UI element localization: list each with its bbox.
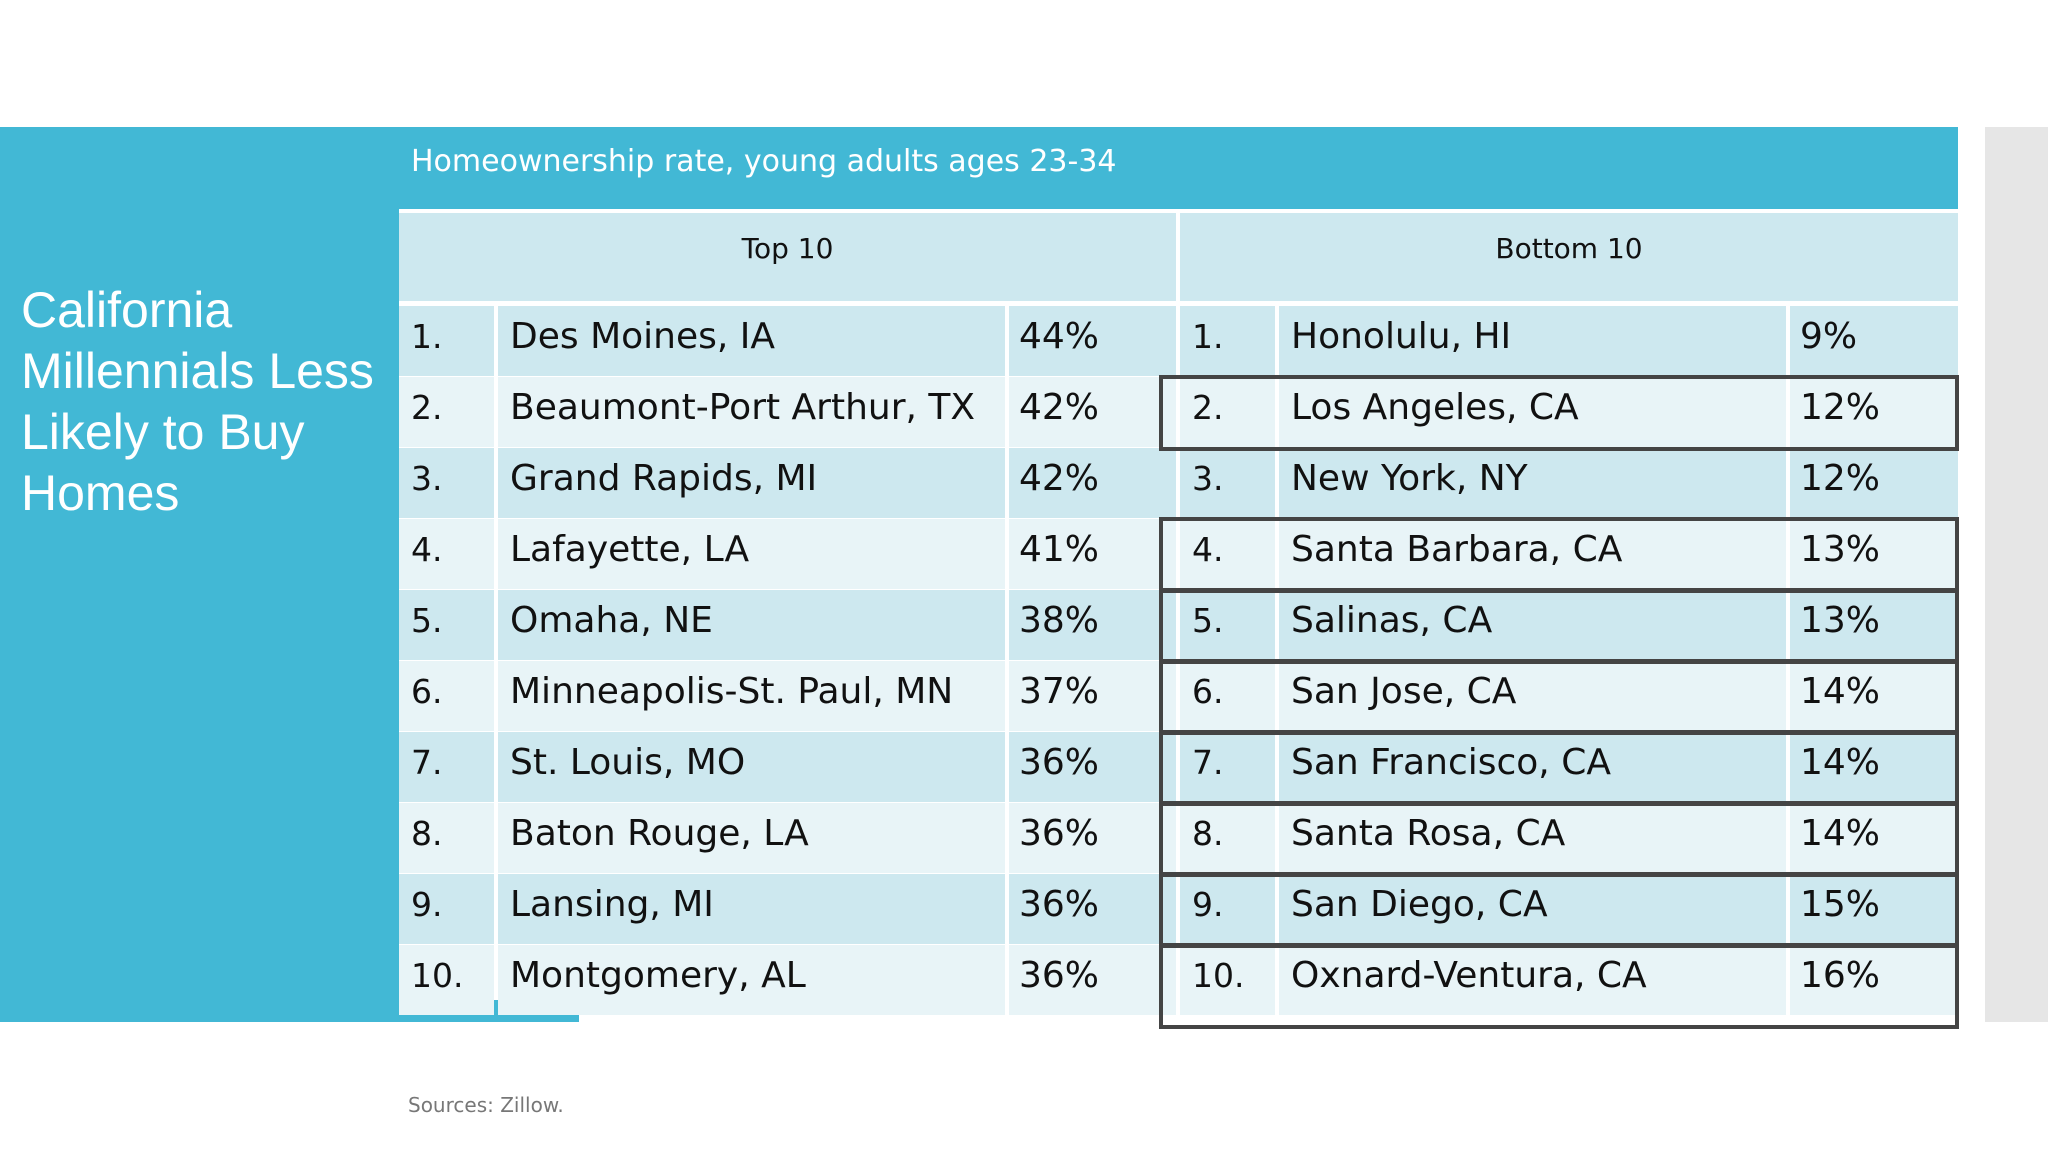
bottom-city-cell: Santa Rosa, CA bbox=[1279, 803, 1786, 873]
top-city-cell: St. Louis, MO bbox=[498, 732, 1005, 802]
top-rank-cell: 10. bbox=[399, 945, 494, 1015]
top-city-cell: Omaha, NE bbox=[498, 590, 1005, 660]
bottom-percent-cell: 12% bbox=[1790, 377, 1958, 447]
bottom-rank-cell: 3. bbox=[1180, 448, 1275, 518]
table-row: 1. Des Moines, IA 44% 1. Honolulu, HI 9% bbox=[399, 306, 1958, 376]
top-percent-cell: 36% bbox=[1009, 803, 1176, 873]
top-city-cell: Lansing, MI bbox=[498, 874, 1005, 944]
top-rank-cell: 1. bbox=[399, 306, 494, 376]
bottom-percent-cell: 13% bbox=[1790, 519, 1958, 589]
bottom-city-cell: New York, NY bbox=[1279, 448, 1786, 518]
bottom-city-cell: Salinas, CA bbox=[1279, 590, 1786, 660]
table-row: 8. Baton Rouge, LA 36% 8. Santa Rosa, CA 14% bbox=[399, 803, 1958, 873]
top-city-cell: Lafayette, LA bbox=[498, 519, 1005, 589]
top-rank-cell: 3. bbox=[399, 448, 494, 518]
bottom-rank-cell: 1. bbox=[1180, 306, 1275, 376]
top-city-cell: Montgomery, AL bbox=[498, 945, 1005, 1015]
top-percent-cell: 42% bbox=[1009, 448, 1176, 518]
table-row: 9. Lansing, MI 36% 9. San Diego, CA 15% bbox=[399, 874, 1958, 944]
top-city-cell: Baton Rouge, LA bbox=[498, 803, 1005, 873]
top-rank-cell: 5. bbox=[399, 590, 494, 660]
top-city-cell: Beaumont-Port Arthur, TX bbox=[498, 377, 1005, 447]
sources-note: Sources: Zillow. bbox=[408, 1093, 564, 1117]
bottom-rank-cell: 9. bbox=[1180, 874, 1275, 944]
top-city-cell: Grand Rapids, MI bbox=[498, 448, 1005, 518]
bottom-city-cell: Santa Barbara, CA bbox=[1279, 519, 1786, 589]
bottom-rank-cell: 4. bbox=[1180, 519, 1275, 589]
table-row: 4. Lafayette, LA 41% 4. Santa Barbara, CA 13% bbox=[399, 519, 1958, 589]
top-percent-cell: 36% bbox=[1009, 945, 1176, 1015]
table-row: 5. Omaha, NE 38% 5. Salinas, CA 13% bbox=[399, 590, 1958, 660]
bottom-10-header: Bottom 10 bbox=[1180, 213, 1958, 301]
bottom-percent-cell: 16% bbox=[1790, 945, 1958, 1015]
bottom-percent-cell: 9% bbox=[1790, 306, 1958, 376]
table-caption: Homeownership rate, young adults ages 23… bbox=[399, 127, 1958, 209]
top-rank-cell: 8. bbox=[399, 803, 494, 873]
table-row: 7. St. Louis, MO 36% 7. San Francisco, CA 14% bbox=[399, 732, 1958, 802]
bottom-rank-cell: 2. bbox=[1180, 377, 1275, 447]
table-row: 6. Minneapolis-St. Paul, MN 37% 6. San Jose,… bbox=[399, 661, 1958, 731]
top-percent-cell: 37% bbox=[1009, 661, 1176, 731]
table-row: 2. Beaumont-Port Arthur, TX 42% 2. Los Angel… bbox=[399, 377, 1958, 447]
top-rank-cell: 6. bbox=[399, 661, 494, 731]
bottom-percent-cell: 12% bbox=[1790, 448, 1958, 518]
title-panel bbox=[0, 127, 399, 1022]
top-rank-cell: 4. bbox=[399, 519, 494, 589]
right-edge-strip bbox=[1985, 127, 2048, 1022]
top-rank-cell: 7. bbox=[399, 732, 494, 802]
bottom-rank-cell: 7. bbox=[1180, 732, 1275, 802]
top-percent-cell: 41% bbox=[1009, 519, 1176, 589]
bottom-percent-cell: 14% bbox=[1790, 803, 1958, 873]
bottom-city-cell: Los Angeles, CA bbox=[1279, 377, 1786, 447]
bottom-rank-cell: 5. bbox=[1180, 590, 1275, 660]
table-header-row: Top 10 Bottom 10 bbox=[399, 213, 1958, 301]
top-percent-cell: 44% bbox=[1009, 306, 1176, 376]
top-percent-cell: 36% bbox=[1009, 874, 1176, 944]
bottom-rank-cell: 10. bbox=[1180, 945, 1275, 1015]
bottom-city-cell: San Jose, CA bbox=[1279, 661, 1786, 731]
top-percent-cell: 42% bbox=[1009, 377, 1176, 447]
top-rank-cell: 2. bbox=[399, 377, 494, 447]
table-row: 3. Grand Rapids, MI 42% 3. New York, NY 12% bbox=[399, 448, 1958, 518]
bottom-percent-cell: 14% bbox=[1790, 661, 1958, 731]
top-city-cell: Minneapolis-St. Paul, MN bbox=[498, 661, 1005, 731]
top-percent-cell: 38% bbox=[1009, 590, 1176, 660]
top-city-cell: Des Moines, IA bbox=[498, 306, 1005, 376]
bottom-percent-cell: 15% bbox=[1790, 874, 1958, 944]
slide-title: California Millennials Less Likely to Bu… bbox=[21, 282, 374, 521]
top-10-header: Top 10 bbox=[399, 213, 1176, 301]
bottom-rank-cell: 6. bbox=[1180, 661, 1275, 731]
bottom-city-cell: San Francisco, CA bbox=[1279, 732, 1786, 802]
bottom-city-cell: Honolulu, HI bbox=[1279, 306, 1786, 376]
bottom-rank-cell: 8. bbox=[1180, 803, 1275, 873]
bottom-percent-cell: 14% bbox=[1790, 732, 1958, 802]
bottom-city-cell: Oxnard-Ventura, CA bbox=[1279, 945, 1786, 1015]
bottom-city-cell: San Diego, CA bbox=[1279, 874, 1786, 944]
bottom-percent-cell: 13% bbox=[1790, 590, 1958, 660]
top-rank-cell: 9. bbox=[399, 874, 494, 944]
top-percent-cell: 36% bbox=[1009, 732, 1176, 802]
table-row: 10. Montgomery, AL 36% 10. Oxnard-Ventura, C… bbox=[399, 945, 1958, 1015]
